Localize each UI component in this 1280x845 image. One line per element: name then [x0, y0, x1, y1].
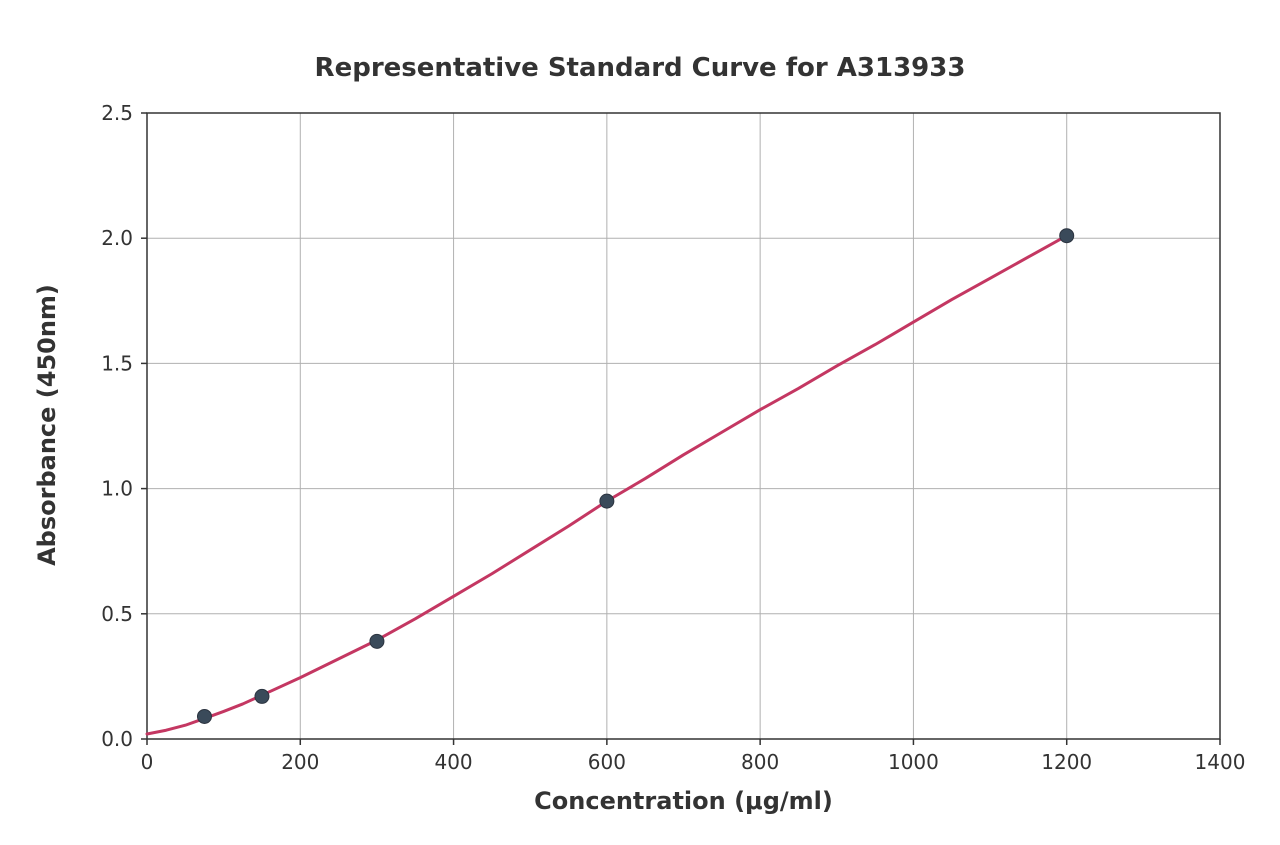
y-tick-label: 0.0 — [101, 727, 133, 751]
y-tick-label: 2.5 — [101, 101, 133, 125]
chart-plot-svg: 0 200 400 600 800 1000 1200 1400 0.0 0.5 1.0 1.5 2.0… — [0, 0, 1280, 845]
y-tick-label: 0.5 — [101, 602, 133, 626]
data-point — [1060, 229, 1074, 243]
x-tick-label: 1200 — [1041, 750, 1092, 774]
standard-curve-chart: Representative Standard Curve for A31393… — [0, 0, 1280, 845]
x-tick-label: 0 — [141, 750, 154, 774]
y-tick-label: 1.0 — [101, 477, 133, 501]
x-tick-label: 600 — [588, 750, 626, 774]
x-tick-label: 1000 — [888, 750, 939, 774]
x-tick-label: 200 — [281, 750, 319, 774]
x-tick-label: 800 — [741, 750, 779, 774]
x-tick-label: 1400 — [1195, 750, 1246, 774]
y-tick-label: 2.0 — [101, 226, 133, 250]
data-point — [197, 709, 211, 723]
x-tick-label: 400 — [434, 750, 472, 774]
y-tick-label: 1.5 — [101, 351, 133, 375]
data-point — [600, 494, 614, 508]
plot-border — [147, 113, 1220, 739]
data-point — [255, 689, 269, 703]
data-point — [370, 634, 384, 648]
